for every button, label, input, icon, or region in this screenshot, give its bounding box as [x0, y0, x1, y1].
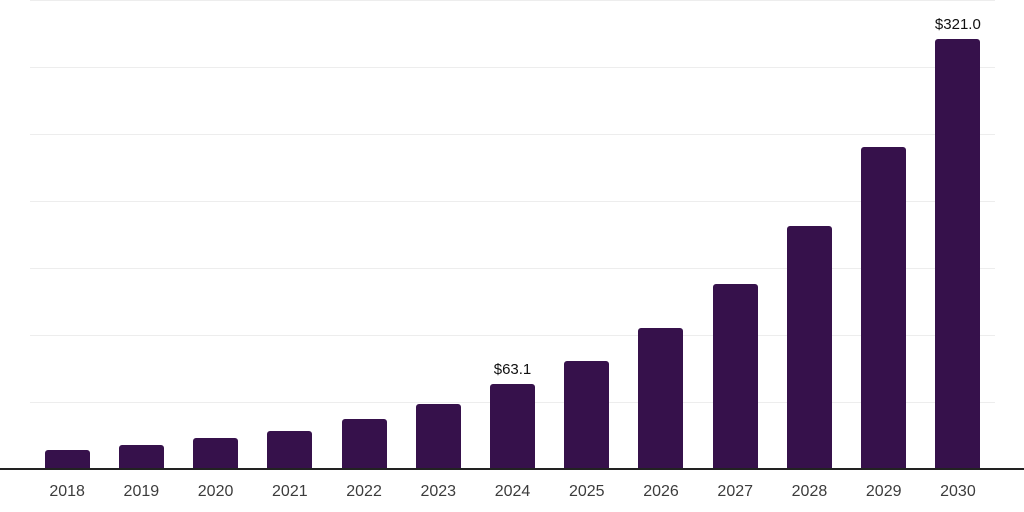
x-tick-label-2026: 2026: [643, 483, 679, 500]
gridline-250: [30, 134, 995, 135]
bar-2029: [861, 147, 907, 469]
bar-2025: [564, 360, 610, 469]
x-tick-label-2030: 2030: [940, 483, 976, 500]
x-axis-line: [0, 468, 1024, 470]
gridline-150: [30, 268, 995, 269]
value-label-2024: $63.1: [493, 361, 532, 379]
x-tick-label-2023: 2023: [420, 483, 457, 500]
bar-2030: [935, 38, 981, 469]
bar-2019: [118, 445, 164, 469]
x-tick-label-2022: 2022: [346, 483, 382, 500]
bar-2023: [415, 404, 461, 469]
bar-2021: [267, 430, 313, 469]
bar-2020: [193, 438, 239, 469]
x-tick-label-2024: 2024: [494, 483, 531, 500]
x-tick-label-2025: 2025: [568, 483, 605, 500]
bar-2026: [638, 327, 684, 469]
x-tick-label-2021: 2021: [272, 483, 308, 500]
x-tick-label-2020: 2020: [197, 483, 234, 500]
bar-2028: [786, 225, 832, 469]
plot-area: $63.1 $321.0: [30, 0, 995, 469]
gridline-350: [30, 0, 995, 1]
bar-2027: [712, 283, 758, 469]
x-tick-label-2028: 2028: [791, 483, 828, 500]
bar-2024: [490, 384, 535, 469]
gridline-200: [30, 201, 995, 202]
x-axis-labels: 2018 2019 2020 2021 2022 2023 2024 2025 2026 2027…: [30, 483, 995, 501]
x-tick-label-2027: 2027: [717, 483, 754, 500]
x-tick-label-2018: 2018: [49, 483, 85, 500]
x-tick-label-2019: 2019: [123, 483, 160, 500]
gridline-100: [30, 335, 995, 336]
value-label-2030: $321.0: [934, 15, 981, 33]
bar-2018: [44, 449, 90, 469]
bar-2022: [341, 419, 387, 469]
x-tick-label-2029: 2029: [865, 483, 902, 500]
gridline-300: [30, 67, 995, 68]
